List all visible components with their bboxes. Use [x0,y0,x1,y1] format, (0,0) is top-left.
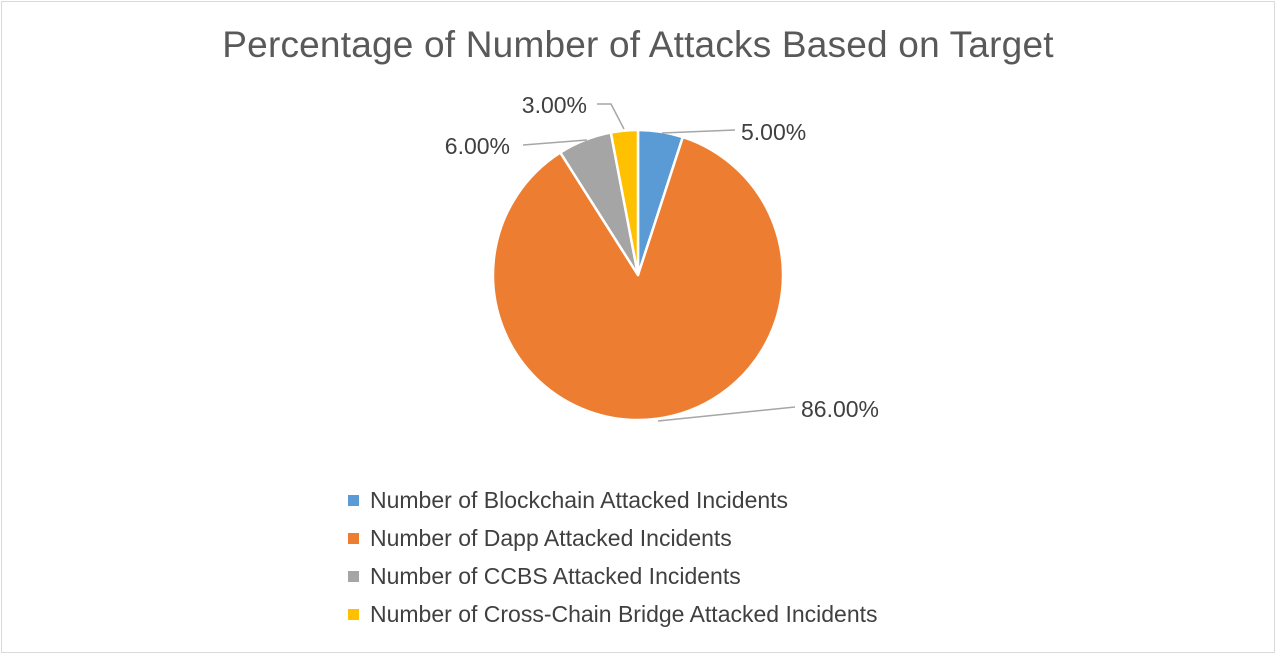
data-label-cross-chain-bridge: 3.00% [522,92,587,118]
pie-slice-cross-chain-bridge [609,128,640,277]
leader-line-cross-chain-bridge [597,103,625,130]
chart-title: Percentage of Number of Attacks Based on… [222,24,1054,65]
legend-label: Number of Dapp Attacked Incidents [370,524,732,551]
leader-line-dapp [657,406,796,422]
legend-label: Number of Blockchain Attacked Incidents [370,486,789,513]
data-label-blockchain: 5.00% [741,119,806,145]
legend-item-cross-chain-bridge: Number of Cross-Chain Bridge Attacked In… [348,595,878,633]
legend: Number of Blockchain Attacked Incidents … [348,481,878,633]
leader-line-ccbs [522,139,588,146]
legend-item-ccbs: Number of CCBS Attacked Incidents [348,557,878,595]
legend-swatch [348,608,359,620]
legend-label: Number of Cross-Chain Bridge Attacked In… [370,600,878,627]
pie-chart: 5.00% 86.00% 6.00% 3.00% [445,92,879,422]
data-label-ccbs: 6.00% [445,133,510,159]
legend-label: Number of CCBS Attacked Incidents [370,562,741,589]
legend-swatch [348,494,359,506]
legend-swatch [348,570,359,582]
legend-item-dapp: Number of Dapp Attacked Incidents [348,519,878,557]
data-label-dapp: 86.00% [801,396,879,422]
leader-line-blockchain [661,129,736,134]
legend-item-blockchain: Number of Blockchain Attacked Incidents [348,481,878,519]
pie-slice-dapp [491,135,785,422]
legend-swatch [348,532,359,544]
